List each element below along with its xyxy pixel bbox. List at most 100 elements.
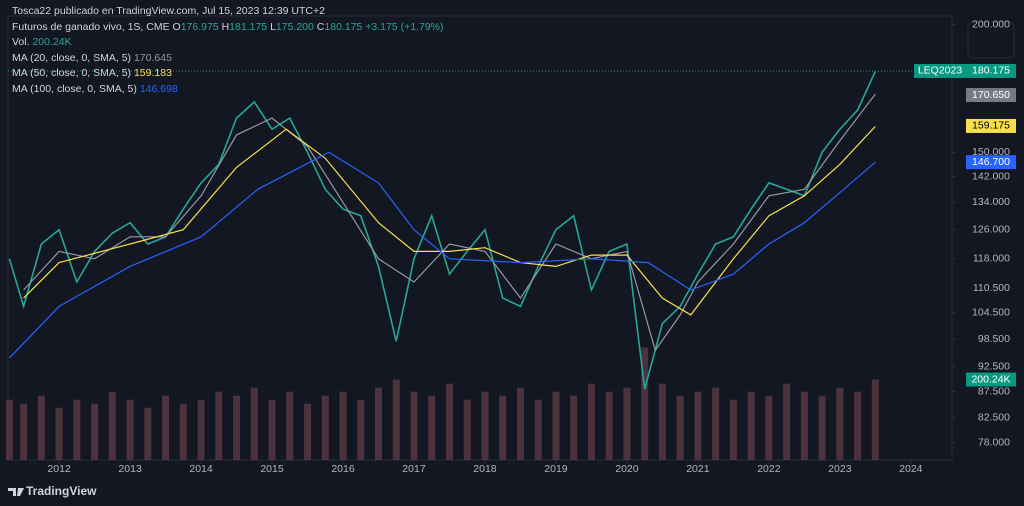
ohlc-value: 176.975 <box>180 20 219 33</box>
volume-bar <box>712 387 720 460</box>
brand: TradingView <box>26 484 97 498</box>
volume-bar <box>445 383 453 460</box>
ohlc-key: L <box>270 20 276 33</box>
volume-bar <box>55 407 63 460</box>
price-tag <box>966 118 1016 133</box>
x-tick-label: 2018 <box>473 463 497 475</box>
price-tag <box>966 88 1016 103</box>
symbol: Futuros de ganado vivo, 1S, CME <box>12 20 170 33</box>
price-tag <box>966 155 1016 170</box>
x-tick-label: 2022 <box>757 463 781 475</box>
price-tag-text: 146.700 <box>972 156 1010 168</box>
vol-value: 200.24K <box>32 36 72 48</box>
volume-bar <box>854 391 862 460</box>
ma-entry: MA (100, close, 0, SMA, 5) 146.698 <box>12 82 444 98</box>
price-line <box>8 71 877 390</box>
symbol-tag <box>914 63 966 78</box>
volume-bar <box>375 387 383 460</box>
y-tick-label: 142.000 <box>972 170 1010 182</box>
y-tick-label: 150.000 <box>972 146 1010 158</box>
volume-bar <box>410 391 418 460</box>
publisher: Tosca22 publicado en TradingView.com, Ju… <box>12 5 325 17</box>
volume-bar <box>250 387 258 460</box>
volume-bar <box>570 395 578 460</box>
volume-bar <box>321 395 329 460</box>
ohlc-key: H <box>221 20 230 33</box>
volume-bar <box>765 395 773 460</box>
volume-bar <box>357 399 365 460</box>
volume-bar <box>91 403 99 460</box>
ma-value: 146.698 <box>139 82 178 95</box>
x-tick-label: 2014 <box>189 463 213 475</box>
ohlc-key: C <box>316 20 325 33</box>
volume-bar <box>783 383 791 460</box>
volume-bar <box>534 399 542 460</box>
volume-bar <box>836 387 844 460</box>
volume-bar <box>623 387 631 460</box>
y-tick-label: 92.500 <box>978 361 1010 373</box>
volume-bar <box>818 395 826 460</box>
ma-name: MA (20, close, 0, SMA, 5) <box>12 51 132 64</box>
volume-bar <box>339 391 347 460</box>
volume-bar <box>516 387 524 460</box>
x-tick-label: 2024 <box>899 463 923 475</box>
y-tick-label: 98.500 <box>978 333 1010 345</box>
price-tag-text: 180.175 <box>972 65 1010 77</box>
volume-bar <box>499 395 507 460</box>
ma-line <box>23 125 876 316</box>
x-tick-label: 2012 <box>47 463 71 475</box>
volume-bar <box>304 403 312 460</box>
ma-line <box>23 93 876 352</box>
price-tag <box>966 372 1016 387</box>
ma-name: MA (100, close, 0, SMA, 5) <box>12 82 137 95</box>
price-tag-text: 170.650 <box>972 89 1010 101</box>
volume-bar <box>747 391 755 460</box>
x-tick-label: 2023 <box>828 463 852 475</box>
volume-bar <box>20 403 28 460</box>
volume-bar <box>5 399 13 460</box>
pane <box>7 15 953 461</box>
x-tick-label: 2016 <box>331 463 355 475</box>
volume-bar <box>197 399 205 460</box>
volume-bar <box>215 391 223 460</box>
price-tag <box>966 63 1016 78</box>
x-tick-label: 2019 <box>544 463 568 475</box>
volume-bar <box>463 399 471 460</box>
ohlc-value: 181.175 <box>229 20 268 33</box>
ohlc-value: 175.200 <box>275 20 314 33</box>
volume-bar <box>552 391 560 460</box>
volume-bar <box>233 395 241 460</box>
ohlc-value: 180.175 <box>324 20 363 33</box>
volume-bar <box>268 399 276 460</box>
y-tick-label: 104.500 <box>972 307 1010 319</box>
logo <box>8 488 24 496</box>
legend: Tosca22 publicado en TradingView.com, Ju… <box>12 4 444 97</box>
y-tick-label: 78.000 <box>978 436 1010 448</box>
volume-bar <box>871 379 879 460</box>
y-tick-label: 200.000 <box>972 18 1010 30</box>
y-tick-label: 82.500 <box>978 411 1010 423</box>
volume-bar <box>144 407 152 460</box>
vol-name: Vol. <box>12 36 30 48</box>
volume-bar <box>73 399 81 460</box>
volume-bar <box>481 391 489 460</box>
x-tick-label: 2015 <box>260 463 284 475</box>
ohlc: O176.975 H181.175 L175.200 C180.175 +3.1… <box>170 21 444 33</box>
volume-bar <box>286 391 294 460</box>
volume-bar <box>162 395 170 460</box>
y-tick-label: 134.000 <box>972 196 1010 208</box>
price-tag-text: 200.24K <box>971 373 1010 385</box>
vol-line: Vol. 200.24K <box>12 35 444 51</box>
volume-bar <box>108 391 116 460</box>
button[interactable] <box>967 21 1015 59</box>
volume-bar <box>694 391 702 460</box>
price-tag-text: 159.175 <box>972 120 1010 132</box>
ma-legend: MA (20, close, 0, SMA, 5) 170.645 MA (50,… <box>12 51 444 98</box>
ma-value: 159.183 <box>133 67 172 79</box>
volume-bar <box>605 391 613 460</box>
volume-bar <box>729 399 737 460</box>
volume-bar <box>676 395 684 460</box>
x-tick-label: 2013 <box>118 463 142 475</box>
ma-name: MA (50, close, 0, SMA, 5) <box>12 67 132 79</box>
